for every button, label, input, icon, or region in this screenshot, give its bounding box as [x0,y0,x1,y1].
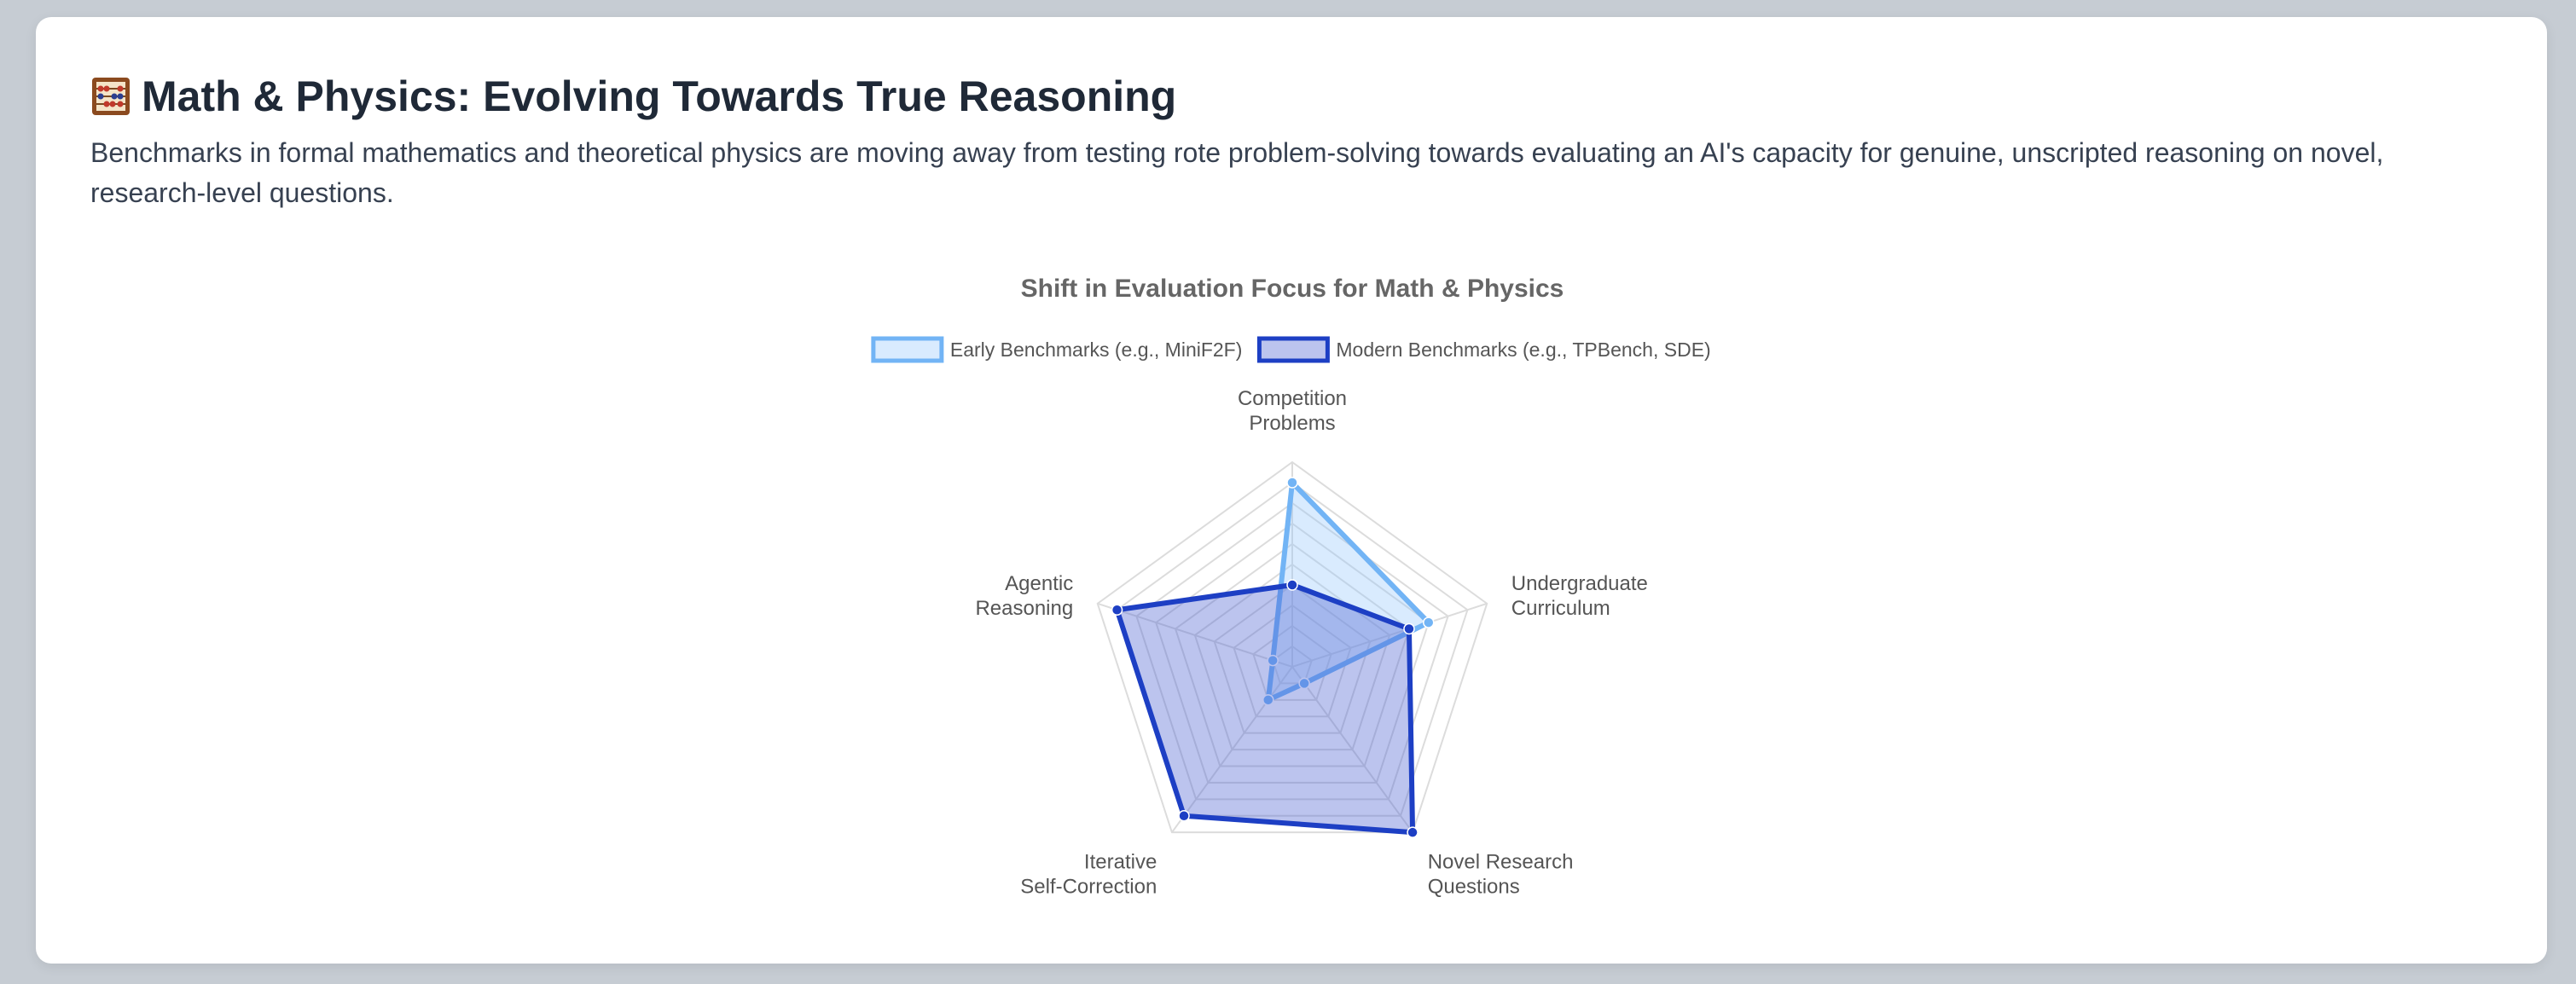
grid-ring [1233,604,1352,718]
axis-label: Iterative Self-Correction [1020,850,1157,898]
section-description: Benchmarks in formal mathematics and the… [90,137,2384,208]
axis-label: Agentic Reasoning [975,572,1073,620]
legend-swatch [1256,336,1330,363]
chart-legend: Early Benchmarks (e.g., MiniF2F) Modern B… [871,336,1711,363]
abacus-icon [92,78,130,115]
grid-ring [1252,624,1332,701]
grid-spoke [1291,602,1488,668]
grid-ring [1213,583,1372,734]
series-1-point[interactable] [1423,616,1435,628]
legend-swatch [871,336,944,363]
legend-label: Early Benchmarks (e.g., MiniF2F) [950,339,1243,361]
grid-spoke [1171,666,1293,833]
axis-label-line: Curriculum [1511,597,1610,620]
series-2-point[interactable] [1178,809,1190,822]
legend-item-2[interactable]: Modern Benchmarks (e.g., TPBench, SDE) [1256,336,1711,363]
series-area-1 [1265,480,1431,703]
series-2-point[interactable] [1407,826,1419,838]
radar-grid [1096,460,1488,834]
section-title: Math & Physics: Evolving Towards True Re… [90,72,1176,121]
grid-ring [1174,542,1411,767]
legend-item-1[interactable]: Early Benchmarks (e.g., MiniF2F) [871,336,1243,363]
axis-label-line: Undergraduate [1511,572,1648,595]
radar-axis-labels: Competition Problems Undergraduate Curricul… [975,387,1647,898]
series-2-point[interactable] [1403,622,1415,635]
axis-label: Novel Research Questions [1428,850,1574,898]
series-1-point[interactable] [1286,477,1298,489]
axis-label-line: Problems [1249,412,1335,435]
axis-label-line: Questions [1428,875,1520,898]
axis-label-line: Novel Research [1428,850,1574,873]
series-2-point[interactable] [1111,604,1123,616]
grid-ring [1193,563,1391,751]
series-area-2 [1114,582,1416,836]
axis-label: Competition Problems [1238,387,1347,435]
axis-label-line: Reasoning [975,597,1073,620]
series-1-point[interactable] [1262,694,1274,706]
radar-series [1111,477,1435,838]
grid-ring [1116,481,1469,817]
axis-label-line: Agentic [1005,572,1073,595]
axis-label-line: Iterative [1084,850,1157,873]
grid-ring [1135,501,1449,801]
chart-title: Shift in Evaluation Focus for Math & Phy… [1021,275,1564,303]
legend-label: Modern Benchmarks (e.g., TPBench, SDE) [1336,339,1710,361]
axis-label-line: Competition [1238,387,1347,410]
series-2-point[interactable] [1286,579,1298,591]
grid-ring [1096,460,1488,834]
section-title-text: Math & Physics: Evolving Towards True Re… [142,72,1177,120]
axis-label: Undergraduate Curriculum [1511,572,1648,620]
grid-spoke [1291,666,1413,833]
series-1-point[interactable] [1267,654,1279,667]
axis-label-line: Self-Correction [1020,875,1157,898]
series-1-point[interactable] [1298,677,1310,690]
grid-ring [1155,522,1430,784]
grid-spoke [1097,602,1293,668]
